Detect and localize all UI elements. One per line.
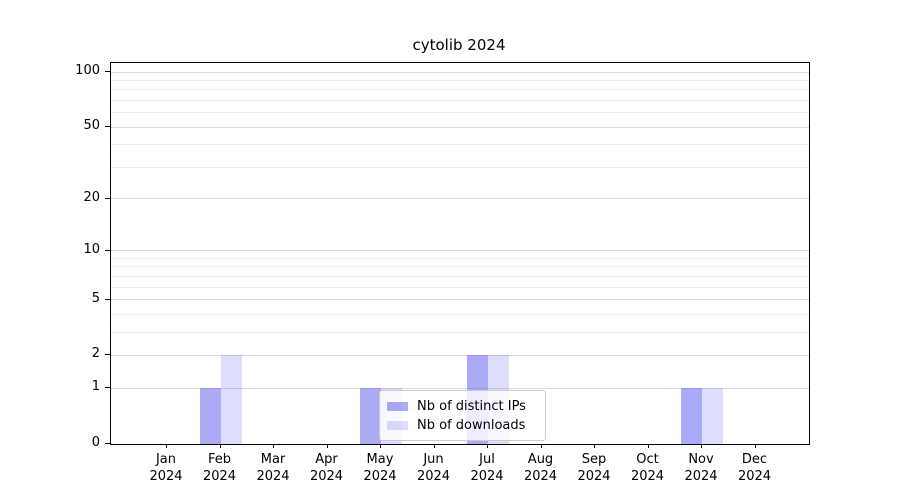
legend-label-distinct-ips: Nb of distinct IPs <box>417 398 526 414</box>
gridline-minor <box>111 286 809 288</box>
gridline-major <box>111 71 809 73</box>
x-tick-label: Jul 2024 <box>470 452 504 484</box>
x-tick-mark <box>647 444 649 448</box>
gridline-minor <box>111 166 809 168</box>
legend: Nb of distinct IPs Nb of downloads <box>379 390 546 441</box>
y-tick-mark <box>105 71 110 73</box>
legend-entry-distinct-ips: Nb of distinct IPs <box>387 397 537 415</box>
y-tick-mark <box>105 126 110 128</box>
y-tick-label: 10 <box>83 241 100 257</box>
bar-distinct-ips <box>681 388 702 444</box>
x-tick-label: Jun 2024 <box>416 452 451 484</box>
x-tick-mark <box>166 444 167 448</box>
bar-distinct-ips <box>199 388 221 444</box>
y-tick-mark <box>105 249 110 251</box>
x-tick-label: Aug 2024 <box>523 452 558 484</box>
gridline-major <box>111 198 809 200</box>
x-tick-mark <box>433 444 435 448</box>
bar-distinct-ips <box>360 388 381 444</box>
bar-downloads <box>220 355 242 444</box>
x-tick-mark <box>701 444 702 448</box>
gridline-minor <box>111 331 809 333</box>
gridline-minor <box>111 313 809 315</box>
legend-label-downloads: Nb of downloads <box>417 417 526 433</box>
gridline-minor <box>111 257 809 259</box>
x-tick-mark <box>594 444 595 448</box>
x-tick-label: Nov 2024 <box>684 452 718 484</box>
x-tick-label: Oct 2024 <box>630 452 665 484</box>
y-tick-mark <box>105 387 110 389</box>
gridline-minor <box>111 89 809 91</box>
x-tick-label: Feb 2024 <box>202 452 237 484</box>
x-tick-mark <box>326 444 328 448</box>
chart-title: cytolib 2024 <box>412 36 506 54</box>
gridline-minor <box>111 112 809 114</box>
x-tick-mark <box>273 444 274 448</box>
gridline-minor <box>111 266 809 268</box>
x-tick-label: Mar 2024 <box>256 452 290 484</box>
gridline-major <box>111 299 809 301</box>
bar-downloads <box>702 388 723 444</box>
y-tick-mark <box>105 443 110 444</box>
y-tick-label: 100 <box>75 63 100 79</box>
gridline-major <box>111 354 809 356</box>
y-tick-label: 1 <box>91 379 100 395</box>
y-tick-label: 5 <box>91 290 100 306</box>
x-tick-label: May 2024 <box>363 452 397 484</box>
y-tick-mark <box>105 298 110 300</box>
x-tick-mark <box>540 444 542 448</box>
legend-swatch-distinct-ips <box>387 401 408 411</box>
plot-area: Nb of distinct IPs Nb of downloads <box>110 62 810 445</box>
x-tick-label: Sep 2024 <box>577 452 611 484</box>
gridline-major <box>111 126 809 128</box>
x-tick-mark <box>487 444 488 448</box>
legend-swatch-downloads <box>387 420 408 430</box>
y-tick-label: 20 <box>83 189 100 205</box>
gridline-minor <box>111 144 809 146</box>
x-tick-label: Dec 2024 <box>737 452 772 484</box>
x-tick-mark <box>754 444 756 448</box>
x-tick-mark <box>380 444 381 448</box>
y-tick-mark <box>105 354 110 356</box>
gridline-major <box>111 250 809 252</box>
gridline-minor <box>111 99 809 101</box>
gridline-major <box>111 387 809 389</box>
x-tick-mark <box>219 444 221 448</box>
y-tick-mark <box>105 197 110 199</box>
gridline-minor <box>111 275 809 277</box>
x-tick-label: Jan 2024 <box>149 452 183 484</box>
legend-entry-downloads: Nb of downloads <box>387 416 537 434</box>
y-tick-label: 0 <box>91 435 100 450</box>
gridline-minor <box>111 79 809 81</box>
y-tick-label: 50 <box>83 118 100 134</box>
y-tick-label: 2 <box>91 346 100 362</box>
x-tick-label: Apr 2024 <box>309 452 344 484</box>
